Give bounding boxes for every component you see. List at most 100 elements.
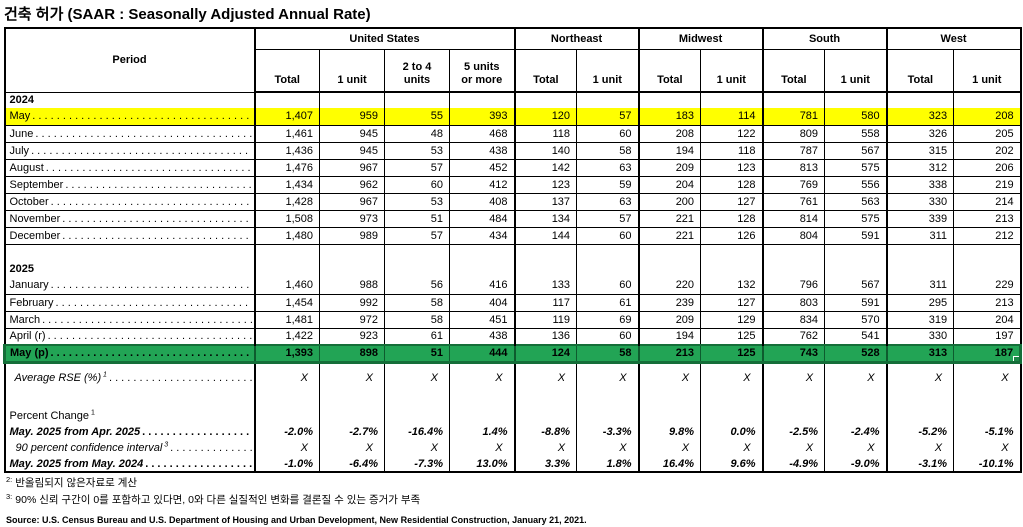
value-cell[interactable]: X <box>384 362 450 392</box>
value-cell[interactable]: 945 <box>319 142 385 160</box>
value-cell[interactable]: 55 <box>384 108 450 126</box>
value-cell[interactable] <box>953 392 1021 407</box>
value-cell[interactable] <box>824 244 887 261</box>
value-cell[interactable]: 989 <box>319 227 385 245</box>
value-cell[interactable]: 58 <box>384 294 450 312</box>
value-cell[interactable]: 209 <box>637 159 701 177</box>
value-cell[interactable]: 197 <box>953 328 1021 346</box>
value-cell[interactable]: 61 <box>384 328 450 346</box>
value-cell[interactable]: 898 <box>319 344 385 364</box>
value-cell[interactable]: 1,508 <box>253 210 320 228</box>
value-cell[interactable]: X <box>700 362 763 392</box>
value-cell[interactable]: 295 <box>885 294 954 312</box>
value-cell[interactable] <box>253 244 320 261</box>
value-cell[interactable]: 126 <box>700 227 763 245</box>
value-cell[interactable] <box>761 244 825 261</box>
value-cell[interactable]: 219 <box>953 176 1021 194</box>
value-cell[interactable]: 61 <box>576 294 639 312</box>
value-cell[interactable] <box>700 392 763 407</box>
value-cell[interactable]: 56 <box>384 277 450 295</box>
value-cell[interactable]: 1,481 <box>253 311 320 329</box>
value-cell[interactable]: -5.1% <box>953 424 1021 440</box>
value-cell[interactable]: 945 <box>319 125 385 143</box>
value-cell[interactable]: 967 <box>319 159 385 177</box>
value-cell[interactable]: 556 <box>824 176 887 194</box>
value-cell[interactable]: X <box>885 440 954 456</box>
value-cell[interactable]: 769 <box>761 176 825 194</box>
value-cell[interactable]: 137 <box>513 193 577 211</box>
value-cell[interactable]: X <box>761 440 825 456</box>
period-cell[interactable]: December <box>4 227 255 245</box>
value-cell[interactable] <box>885 392 954 407</box>
value-cell[interactable]: 212 <box>953 227 1021 245</box>
value-cell[interactable]: 183 <box>637 108 701 126</box>
value-cell[interactable]: 311 <box>885 227 954 245</box>
value-cell[interactable]: 761 <box>761 193 825 211</box>
group-header-south[interactable]: South <box>761 28 887 50</box>
value-cell[interactable]: 438 <box>448 142 515 160</box>
period-cell[interactable]: February <box>4 294 255 312</box>
value-cell[interactable] <box>824 407 887 424</box>
value-cell[interactable]: -3.1% <box>885 456 954 472</box>
value-cell[interactable]: 122 <box>700 125 763 143</box>
value-cell[interactable]: 313 <box>885 344 954 364</box>
value-cell[interactable]: 743 <box>761 344 825 364</box>
value-cell[interactable]: 311 <box>885 277 954 295</box>
value-cell[interactable]: 59 <box>576 176 639 194</box>
col-header-s-1unit[interactable]: 1 unit <box>824 49 887 93</box>
value-cell[interactable]: -4.9% <box>761 456 825 472</box>
value-cell[interactable]: -2.0% <box>253 424 320 440</box>
value-cell[interactable]: 51 <box>384 210 450 228</box>
value-cell[interactable]: 580 <box>824 108 887 126</box>
value-cell[interactable]: X <box>448 362 515 392</box>
value-cell[interactable]: 57 <box>384 159 450 177</box>
value-cell[interactable]: 312 <box>885 159 954 177</box>
value-cell[interactable]: 451 <box>448 311 515 329</box>
value-cell[interactable] <box>700 407 763 424</box>
group-header-west[interactable]: West <box>885 28 1021 50</box>
value-cell[interactable]: 992 <box>319 294 385 312</box>
value-cell[interactable]: 484 <box>448 210 515 228</box>
value-cell[interactable] <box>319 392 385 407</box>
value-cell[interactable] <box>513 244 577 261</box>
period-cell[interactable]: May <box>4 108 255 126</box>
value-cell[interactable]: 326 <box>885 125 954 143</box>
value-cell[interactable]: 468 <box>448 125 515 143</box>
value-cell[interactable]: X <box>513 440 577 456</box>
value-cell[interactable]: 9.6% <box>700 456 763 472</box>
value-cell[interactable]: 988 <box>319 277 385 295</box>
value-cell[interactable]: 132 <box>700 277 763 295</box>
value-cell[interactable] <box>513 92 577 108</box>
value-cell[interactable] <box>637 244 701 261</box>
value-cell[interactable]: 814 <box>761 210 825 228</box>
value-cell[interactable] <box>885 92 954 108</box>
value-cell[interactable] <box>448 407 515 424</box>
value-cell[interactable]: 208 <box>953 108 1021 126</box>
period-cell[interactable]: July <box>4 142 255 160</box>
value-cell[interactable]: 51 <box>384 344 450 364</box>
value-cell[interactable] <box>319 244 385 261</box>
value-cell[interactable]: -2.7% <box>319 424 385 440</box>
value-cell[interactable]: 834 <box>761 311 825 329</box>
period-cell[interactable]: May. 2025 from Apr. 2025 <box>5 424 255 440</box>
value-cell[interactable]: 53 <box>384 142 450 160</box>
value-cell[interactable]: 959 <box>319 108 385 126</box>
value-cell[interactable] <box>576 244 639 261</box>
value-cell[interactable] <box>700 244 763 261</box>
value-cell[interactable]: X <box>319 440 385 456</box>
period-cell[interactable]: May. 2025 from May. 2024 <box>5 456 255 472</box>
value-cell[interactable]: 213 <box>953 210 1021 228</box>
value-cell[interactable]: 803 <box>761 294 825 312</box>
value-cell[interactable] <box>513 407 577 424</box>
value-cell[interactable]: 129 <box>700 311 763 329</box>
period-cell[interactable]: 2025 <box>5 261 255 277</box>
value-cell[interactable]: 528 <box>824 344 887 364</box>
value-cell[interactable]: 339 <box>885 210 954 228</box>
period-cell[interactable]: May (p) <box>3 344 255 364</box>
value-cell[interactable]: X <box>885 362 954 392</box>
value-cell[interactable]: 133 <box>513 277 577 295</box>
value-cell[interactable]: 558 <box>824 125 887 143</box>
value-cell[interactable]: 923 <box>319 328 385 346</box>
value-cell[interactable]: 221 <box>637 210 701 228</box>
value-cell[interactable]: -1.0% <box>253 456 320 472</box>
